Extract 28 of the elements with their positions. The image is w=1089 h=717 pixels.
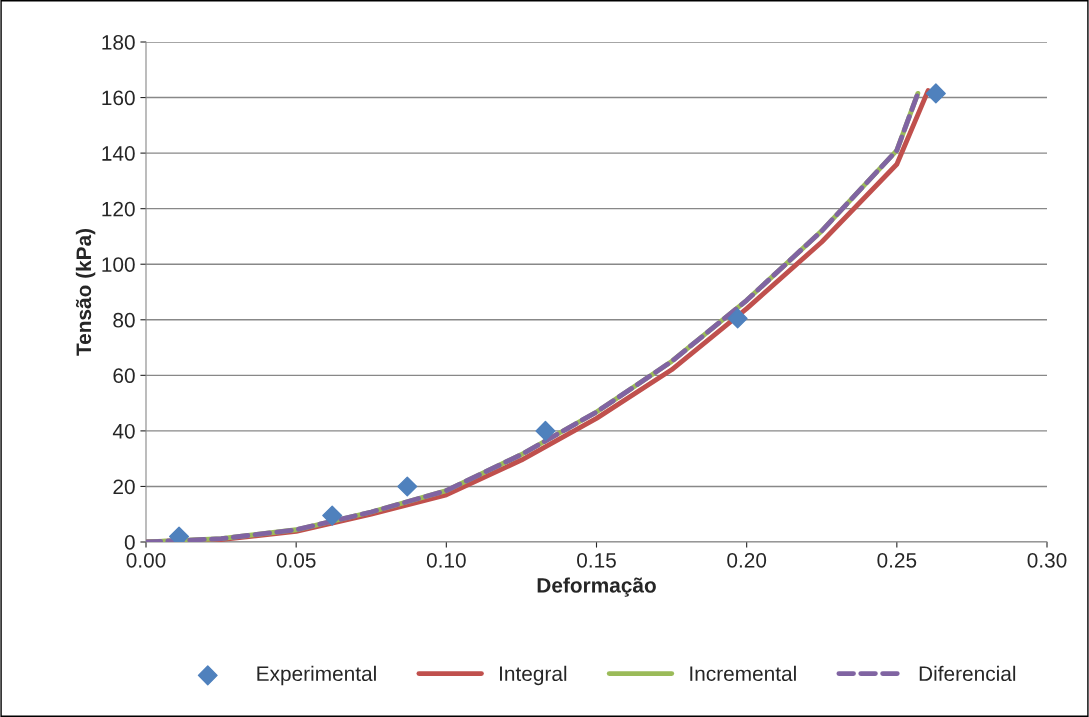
x-tick-label: 0.25 [877, 552, 917, 568]
y-tick-label: 40 [112, 423, 135, 439]
x-tick-label: 0.05 [276, 552, 316, 568]
x-axis-title: Deformação [537, 577, 656, 597]
y-tick-label: 140 [102, 146, 135, 161]
point [727, 308, 748, 329]
legend-label: Experimental [257, 665, 376, 686]
y-tick-label: 180 [102, 35, 135, 50]
y-tick-label: 160 [102, 90, 135, 106]
y-tick-label: 0 [124, 535, 135, 550]
x-tick-label: 0.15 [577, 552, 616, 568]
x-tick-label: 0.10 [426, 552, 466, 568]
point [397, 476, 418, 497]
point [535, 420, 556, 441]
point [925, 83, 946, 104]
x-tick-label: 0.00 [126, 552, 166, 568]
y-tick-label: 60 [113, 368, 135, 384]
y-tick-label: 100 [102, 257, 135, 272]
x-tick-label: 0.20 [727, 552, 767, 568]
y-tick-label: 80 [113, 312, 135, 328]
point [322, 505, 343, 526]
legend-label: Diferencial [919, 665, 1016, 682]
y-tick-label: 120 [102, 201, 135, 217]
legend-label: Integral [500, 665, 567, 686]
x-tick-label: 0.30 [1027, 552, 1067, 568]
legend-label: Incremental [690, 665, 796, 682]
y-tick-label: 20 [113, 479, 135, 495]
y-axis-title: Tensão (kPa) [75, 228, 96, 356]
